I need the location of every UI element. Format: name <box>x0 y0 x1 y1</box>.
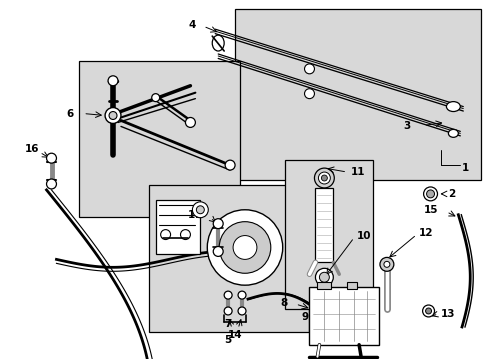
Circle shape <box>180 230 190 239</box>
Circle shape <box>109 112 117 120</box>
Circle shape <box>233 235 256 260</box>
Circle shape <box>46 179 56 189</box>
Circle shape <box>314 168 334 188</box>
Ellipse shape <box>212 35 224 51</box>
Circle shape <box>422 305 434 317</box>
Bar <box>309 287 378 345</box>
Circle shape <box>304 64 314 74</box>
Text: 2: 2 <box>447 189 455 199</box>
Circle shape <box>213 219 223 229</box>
Text: 9: 9 <box>302 312 308 322</box>
Text: 4: 4 <box>189 20 196 30</box>
Circle shape <box>425 308 431 314</box>
Ellipse shape <box>447 129 457 137</box>
Text: 16: 16 <box>24 144 39 154</box>
Circle shape <box>219 222 270 273</box>
Bar <box>148 185 309 332</box>
Text: 11: 11 <box>350 167 365 177</box>
Text: 17: 17 <box>187 210 202 220</box>
Circle shape <box>224 160 235 170</box>
Bar <box>79 61 240 217</box>
Bar <box>346 282 356 289</box>
Circle shape <box>224 307 232 315</box>
Circle shape <box>196 206 204 214</box>
Circle shape <box>192 202 208 218</box>
Text: 15: 15 <box>423 205 438 215</box>
Circle shape <box>151 94 160 102</box>
Text: 5: 5 <box>224 335 231 345</box>
Circle shape <box>315 268 333 286</box>
Text: 12: 12 <box>418 228 432 238</box>
Ellipse shape <box>446 102 459 112</box>
Circle shape <box>383 261 389 267</box>
Text: 6: 6 <box>66 108 73 118</box>
Text: 7: 7 <box>224 319 231 329</box>
Circle shape <box>238 291 245 299</box>
Circle shape <box>379 257 393 271</box>
Circle shape <box>423 187 437 201</box>
Bar <box>317 282 331 289</box>
Text: 14: 14 <box>227 330 242 340</box>
Circle shape <box>321 175 326 181</box>
Circle shape <box>108 76 118 86</box>
Bar <box>315 188 333 262</box>
Circle shape <box>105 108 121 123</box>
Text: 10: 10 <box>356 230 371 240</box>
Circle shape <box>207 210 282 285</box>
Circle shape <box>319 272 328 282</box>
Circle shape <box>46 153 56 163</box>
Circle shape <box>161 230 170 239</box>
Circle shape <box>224 291 232 299</box>
Circle shape <box>185 117 195 127</box>
Text: 1: 1 <box>461 163 468 173</box>
Circle shape <box>426 190 434 198</box>
Circle shape <box>304 89 314 99</box>
Text: 13: 13 <box>440 309 454 319</box>
Text: 8: 8 <box>280 298 287 308</box>
Bar <box>235 9 480 180</box>
Circle shape <box>318 172 330 184</box>
Text: 3: 3 <box>403 121 410 131</box>
Circle shape <box>213 247 223 256</box>
Circle shape <box>238 307 245 315</box>
Bar <box>284 160 372 309</box>
Bar <box>155 200 200 255</box>
